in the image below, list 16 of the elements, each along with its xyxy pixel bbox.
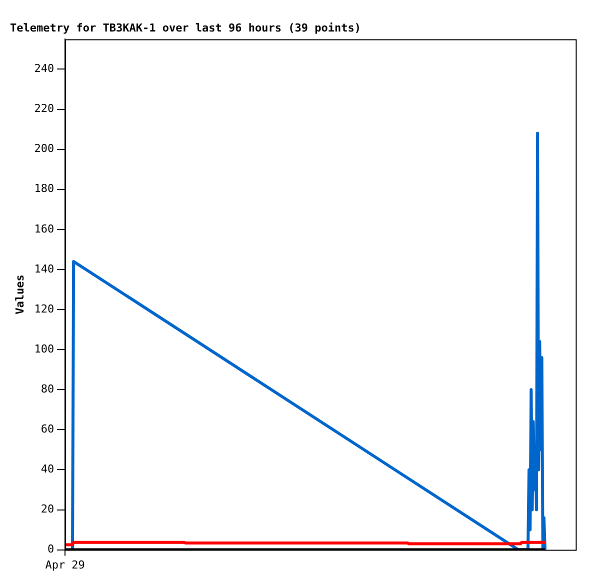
- y-tick-label: 20: [40, 502, 54, 516]
- y-tick-label: 180: [34, 182, 54, 196]
- y-tick-label: 240: [34, 62, 54, 76]
- y-tick-label: 220: [34, 102, 54, 116]
- y-tick-label: 140: [34, 262, 54, 276]
- y-tick-label: 0: [47, 542, 54, 556]
- y-tick-label: 60: [40, 422, 54, 436]
- y-axis-title: Values: [13, 274, 26, 314]
- y-tick-label: 80: [40, 382, 54, 396]
- y-tick-label: 160: [34, 222, 54, 236]
- y-tick-label: 200: [34, 142, 54, 156]
- y-tick-label: 100: [34, 342, 54, 356]
- x-tick-label: Apr 29: [45, 558, 85, 572]
- y-tick-label: 120: [34, 302, 54, 316]
- chart-title: Telemetry for TB3KAK-1 over last 96 hours (39 points): [10, 21, 361, 34]
- y-tick-label: 40: [40, 462, 54, 476]
